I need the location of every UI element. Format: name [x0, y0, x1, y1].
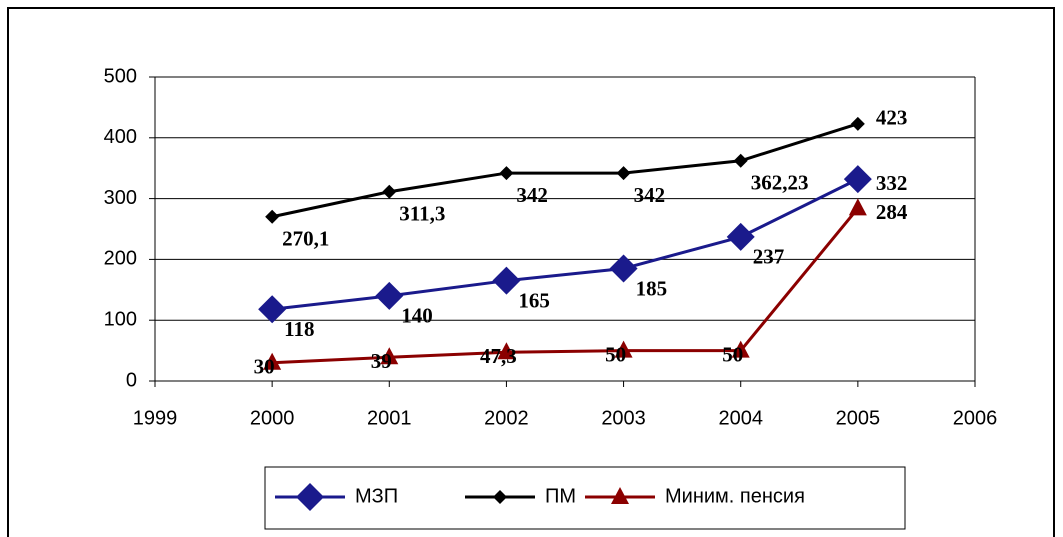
data-label: 342 — [516, 183, 548, 207]
marker — [609, 254, 638, 283]
marker — [492, 266, 521, 295]
y-tick-label: 500 — [104, 65, 137, 87]
marker — [614, 340, 633, 358]
x-tick-label: 2004 — [718, 407, 763, 429]
marker — [726, 222, 755, 251]
data-label: 284 — [876, 200, 908, 224]
marker — [382, 184, 397, 199]
data-label: 311,3 — [399, 202, 445, 226]
data-label: 332 — [876, 171, 908, 195]
marker — [296, 483, 324, 511]
marker — [375, 281, 404, 310]
data-label: 47,3 — [480, 344, 517, 368]
marker — [611, 487, 629, 504]
marker — [616, 166, 631, 181]
x-tick-label: 2003 — [601, 407, 646, 429]
data-label: 30 — [254, 355, 275, 379]
marker — [258, 295, 287, 324]
data-label: 185 — [636, 276, 668, 300]
marker — [499, 166, 514, 181]
data-label: 50 — [605, 342, 626, 366]
marker — [493, 490, 507, 504]
series-line — [271, 122, 859, 219]
data-label: 342 — [634, 183, 666, 207]
x-tick-label: 2001 — [367, 407, 412, 429]
marker — [850, 116, 865, 131]
series-line — [272, 207, 860, 365]
data-label: 362,23 — [751, 171, 809, 195]
legend-label: Миним. пенсия — [665, 485, 805, 507]
x-tick-label: 1999 — [133, 407, 178, 429]
series-line — [271, 177, 859, 311]
data-label: 50 — [722, 342, 743, 366]
data-label: 39 — [371, 349, 392, 373]
x-tick-label: 2006 — [953, 407, 998, 429]
x-tick-label: 2000 — [250, 407, 295, 429]
marker — [265, 209, 280, 224]
chart-border — [7, 7, 1055, 537]
x-tick-label: 2005 — [836, 407, 881, 429]
legend-label: ПМ — [545, 485, 576, 507]
marker — [731, 340, 750, 358]
data-label: 237 — [753, 245, 785, 269]
y-tick-label: 300 — [104, 187, 137, 209]
data-label: 423 — [876, 106, 908, 130]
marker — [263, 352, 282, 370]
marker — [848, 198, 867, 216]
marker — [380, 347, 399, 365]
y-tick-label: 0 — [126, 369, 137, 391]
data-label: 118 — [284, 317, 314, 341]
x-tick-label: 2002 — [484, 407, 529, 429]
data-label: 165 — [518, 288, 550, 312]
y-tick-label: 200 — [104, 248, 137, 270]
data-label: 140 — [401, 304, 433, 328]
y-tick-label: 400 — [104, 126, 137, 148]
y-tick-label: 100 — [104, 308, 137, 330]
legend-label: МЗП — [355, 485, 398, 507]
marker — [497, 342, 516, 360]
marker — [733, 153, 748, 168]
data-label: 270,1 — [282, 227, 329, 251]
marker — [843, 165, 872, 194]
